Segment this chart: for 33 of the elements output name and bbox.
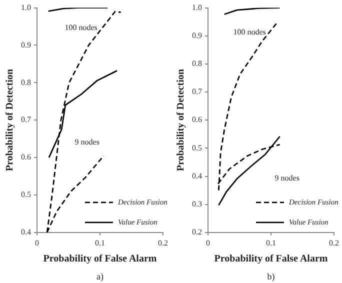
text: a) [96, 271, 104, 282]
y-tick-label: 0.9 [192, 30, 202, 40]
y-tick-label: 0.7 [21, 115, 31, 124]
y-tick-label: 0.6 [192, 115, 202, 124]
y-tick-label: 0.5 [21, 190, 31, 200]
annotation: 100 nodes [64, 23, 98, 32]
y-axis-title: Probability of Detection [4, 68, 16, 172]
line-series [218, 20, 279, 191]
annotation: 100 nodes [233, 28, 266, 37]
y-tick-label: 0.4 [192, 171, 202, 180]
x-tick-label: 0.2 [158, 238, 168, 248]
x-axis-title: Probability of False Alarm [43, 254, 158, 265]
text: b) [267, 271, 275, 282]
y-tick-label: 0.8 [21, 78, 31, 87]
y-tick-label: 0.5 [192, 143, 202, 152]
y-tick-label: 1.0 [192, 2, 202, 12]
x-tick-label: 0.2 [329, 238, 339, 248]
x-tick-label: 0 [206, 238, 210, 248]
annotation: 9 nodes [74, 138, 100, 147]
y-tick-label: 0.4 [21, 227, 31, 236]
y-axis-title: Probability of Detection [176, 68, 187, 172]
y-tick-label: 0.6 [21, 152, 31, 162]
y-tick-label: 0.7 [192, 87, 202, 96]
x-tick-label: 0 [35, 238, 39, 248]
x-axis-title: Probability of False Alarm [214, 254, 328, 265]
annotation: 9 nodes [274, 174, 300, 183]
y-tick-label: 0.9 [21, 40, 31, 50]
y-tick-label: 1.0 [21, 2, 31, 12]
x-tick-label: 0.1 [266, 238, 276, 248]
y-tick-label: 0.8 [192, 59, 202, 68]
y-tick-label: 0.3 [192, 199, 202, 208]
y-tick-label: 0.2 [192, 227, 202, 236]
x-tick-label: 0.1 [95, 238, 105, 248]
